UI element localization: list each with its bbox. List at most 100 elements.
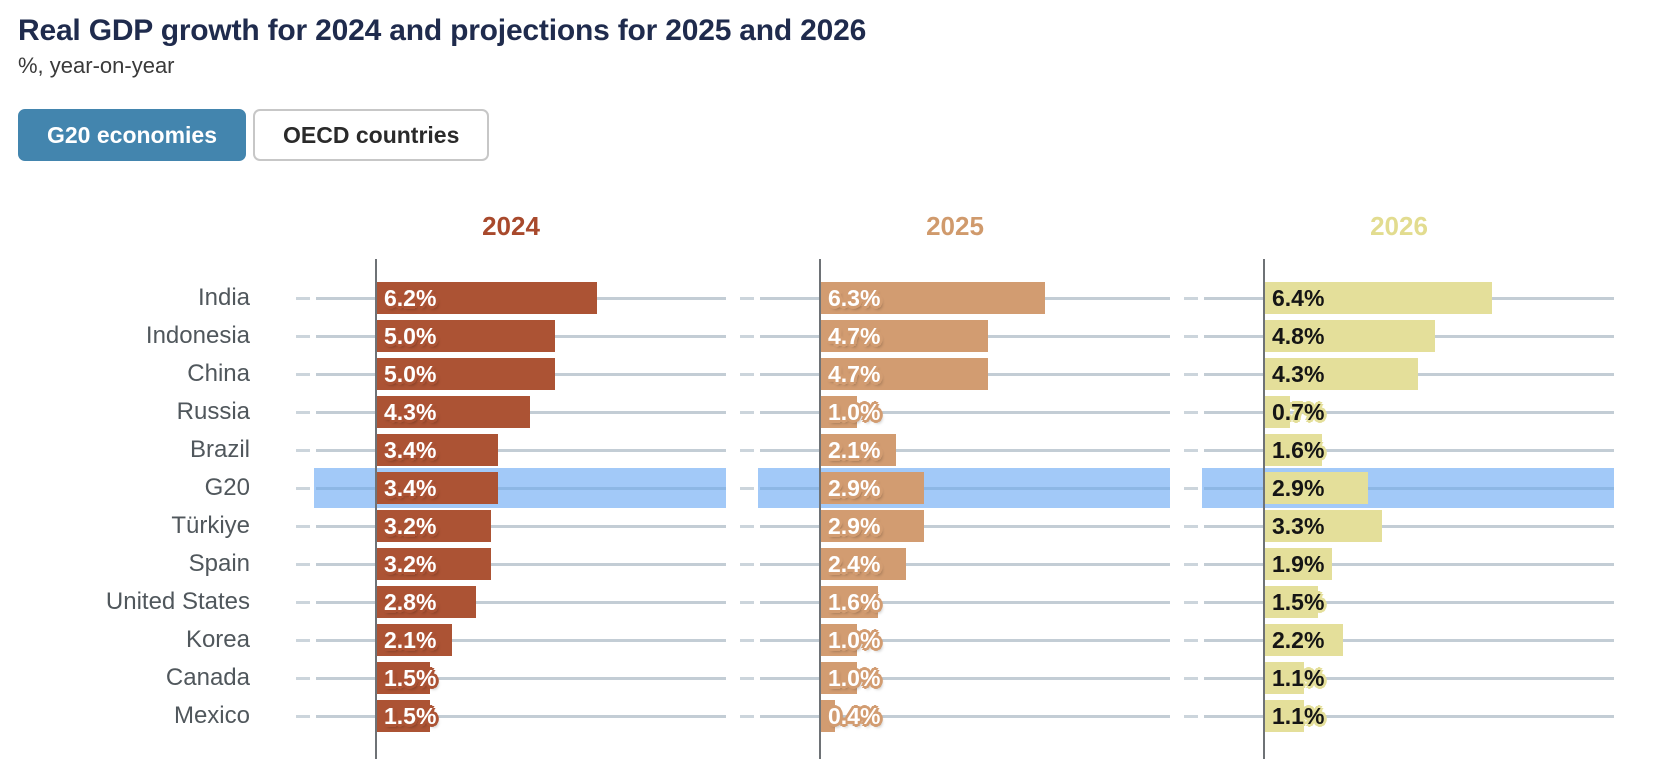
bar[interactable]: 5.0% [377,320,555,352]
bar[interactable]: 2.4% [821,548,906,580]
bar[interactable]: 1.5% [377,662,436,694]
bar[interactable]: 6.2% [377,282,597,314]
bar-value-label: 3.2% [384,551,437,577]
bar[interactable]: 0.4% [821,700,880,732]
bar-value-label: 4.8% [1272,323,1325,349]
tick-mark [1184,677,1198,680]
gridline [760,487,1170,490]
bar[interactable]: 1.1% [1265,700,1324,732]
panel: 2.2% [1184,621,1614,659]
bar[interactable]: 1.0% [821,662,880,694]
panel: 1.0% [740,393,1170,431]
bar[interactable]: 2.1% [377,624,452,656]
bar[interactable]: 6.4% [1265,282,1492,314]
bar-value-label: 5.0% [384,323,437,349]
bar[interactable]: 4.8% [1265,320,1435,352]
dataset-toggle-group: G20 economies OECD countries [18,109,1668,161]
bar-value-label: 3.4% [384,437,437,463]
tick-mark [740,525,754,528]
gdp-growth-chart-page: Real GDP growth for 2024 and projections… [0,14,1668,759]
year-header: 2024 [482,211,540,241]
panel: 2.9% [740,468,1170,508]
panel: 1.5% [296,659,726,697]
table-row: Brazil 3.4% 2.1% 1.6% [0,431,1668,469]
bar-value-label: 6.4% [1272,285,1325,311]
bar[interactable]: 3.3% [1265,510,1382,542]
panel: 1.1% [1184,697,1614,735]
bar[interactable]: 1.1% [1265,662,1324,694]
bar-value-label: 5.0% [384,361,437,387]
gridline [316,525,726,528]
tick-mark [296,297,310,300]
bar[interactable]: 1.0% [821,396,880,428]
panel: 1.5% [1184,583,1614,621]
gridline [760,715,1170,718]
bar-value-label: 4.7% [828,323,881,349]
table-row: India 6.2% 6.3% 6.4% [0,279,1668,317]
tick-mark [740,297,754,300]
gridline [1204,677,1614,680]
bar[interactable]: 4.3% [377,396,530,428]
bar[interactable]: 6.3% [821,282,1045,314]
gridline [1204,411,1614,414]
tick-mark [1184,639,1198,642]
bar[interactable]: 0.7% [1265,396,1324,428]
bar-value-label: 2.4% [828,551,881,577]
bar[interactable]: 2.2% [1265,624,1343,656]
bar[interactable]: 1.6% [1265,434,1324,466]
bar-value-label: 3.2% [384,513,437,539]
bar[interactable]: 2.9% [821,510,924,542]
tick-mark [296,411,310,414]
gridline [316,677,726,680]
tick-mark [1184,335,1198,338]
g20-economies-button[interactable]: G20 economies [18,109,247,161]
bar[interactable]: 4.7% [821,358,988,390]
year-header: 2025 [926,211,984,241]
bar[interactable]: 1.9% [1265,548,1332,580]
gridline [1204,487,1614,490]
bar[interactable]: 2.8% [377,586,476,618]
bar[interactable]: 1.5% [1265,586,1324,618]
bar-value-label: 2.9% [828,475,881,501]
bar[interactable]: 3.4% [377,434,498,466]
bar[interactable]: 1.6% [821,586,881,618]
year-header: 2026 [1370,211,1428,241]
gridline [760,601,1170,604]
bar[interactable]: 3.4% [377,472,498,504]
bar-value-label: 0.7% [1272,399,1325,425]
tick-mark [296,373,310,376]
table-row: Korea 2.1% 1.0% 2.2% [0,621,1668,659]
oecd-countries-button[interactable]: OECD countries [253,109,490,161]
panel: 1.9% [1184,545,1614,583]
tick-mark [1184,601,1198,604]
bar[interactable]: 2.9% [821,472,924,504]
axis-line [819,259,821,759]
bar-value-label: 4.3% [384,399,437,425]
tick-mark [1184,487,1198,490]
panel: 3.4% [296,468,726,508]
panel: 2.1% [296,621,726,659]
bar[interactable]: 1.5% [377,700,436,732]
tick-mark [740,411,754,414]
panel: 2.4% [740,545,1170,583]
bar[interactable]: 4.3% [1265,358,1418,390]
bar-value-label: 1.0% [828,665,881,691]
bar[interactable]: 4.7% [821,320,988,352]
bar[interactable]: 2.1% [821,434,896,466]
panel: 6.2% [296,279,726,317]
axis-line [1263,259,1265,759]
bar[interactable]: 2.9% [1265,472,1368,504]
chart-rows: India 6.2% 6.3% 6.4% Indonesia 5.0% 4.7% 4.8% Ch… [0,279,1668,735]
gridline [1204,601,1614,604]
bar[interactable]: 1.0% [821,624,880,656]
tick-mark [296,677,310,680]
bar-value-label: 1.6% [828,589,881,615]
bar[interactable]: 5.0% [377,358,555,390]
table-row: China 5.0% 4.7% 4.3% [0,355,1668,393]
panel: 1.6% [740,583,1170,621]
bar-value-label: 1.5% [384,703,437,729]
bar[interactable]: 3.2% [377,510,491,542]
tick-mark [1184,563,1198,566]
bar[interactable]: 3.2% [377,548,491,580]
table-row: G20 3.4% 2.9% 2.9% [0,468,1668,508]
